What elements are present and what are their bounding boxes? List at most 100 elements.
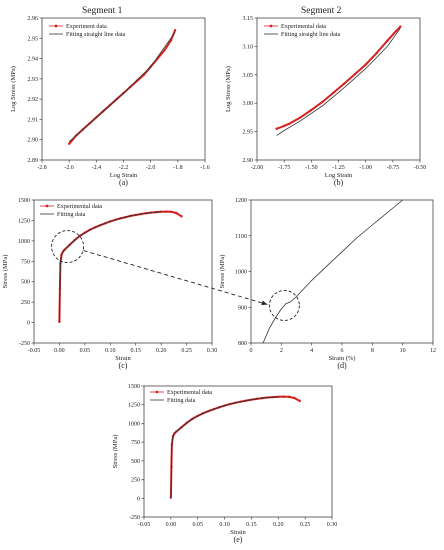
y-axis-label: Log Stress (MPa) [225,66,232,112]
x-tick-label: 8 [371,348,374,354]
plot-frame-d [250,199,434,344]
data-point [331,91,335,95]
series-line-fit [276,27,401,136]
x-tick-label: 0.20 [273,522,284,528]
x-tick-label: -2.8 [37,165,47,171]
data-point [159,210,163,213]
x-tick-label: -1.6 [200,165,210,171]
y-tick-label: 3.15 [243,16,254,22]
y-tick-label: 750 [131,440,140,446]
data-point [67,142,71,145]
legend-label-fit: Fitting straight line data [281,31,341,38]
plot-frame-e [143,385,333,518]
plot-frame-a [41,17,206,161]
series-line-fit [59,211,162,323]
legend-label-fit: Fitting data [57,211,86,218]
data-point [298,399,301,403]
x-tick-label: 6 [341,348,344,354]
legend-label-experiment: Experimental data [167,389,212,396]
data-point [163,49,166,52]
x-tick-label: -2.6 [64,165,74,171]
data-point [169,39,173,42]
y-tick-label: 3.10 [243,44,254,50]
x-tick-label: 0.10 [219,522,230,528]
data-point [386,39,389,42]
x-axis-label: Strain [115,355,131,362]
x-tick-label: 0.25 [300,522,311,528]
x-tick-label: 0.25 [181,348,192,354]
x-tick-label: 0.00 [54,348,65,354]
y-tick-label: 1200 [235,198,247,204]
legend-label-fit: Fitting straight line data [66,31,126,38]
y-tick-label: 2.91 [28,117,39,123]
data-point [287,395,291,399]
x-axis-label: Strain (%) [329,355,356,362]
legend-marker-experiment [45,204,49,208]
x-tick-label: -2.00 [251,165,264,171]
zoom-annotation [51,230,300,321]
y-tick-label: 500 [131,459,140,465]
y-tick-label: 900 [238,305,247,311]
y-tick-label: 2.92 [28,97,39,103]
x-axis-label: Strain [230,529,246,536]
data-point [175,211,178,215]
series-line-experiment [276,25,402,130]
data-point [165,210,168,213]
series-line-experiment [58,210,183,322]
series-line-fit [68,31,176,142]
chart-a: -2.8 -2.6 -2.4 -2.2 -2.0 -1.8 -1.6 2.89 2.90 2.91… [10,16,210,187]
y-tick-label: 2.96 [28,16,39,22]
x-tick-label: 0.05 [192,522,203,528]
y-tick-label: 2.90 [28,138,39,144]
segment-1-title: Segment 1 [82,6,123,16]
data-point [180,215,183,218]
x-tick-label: 0.30 [207,348,218,354]
series-line-experiment [169,395,301,498]
data-point [364,63,367,66]
x-tick-label: 0.00 [166,522,177,528]
y-tick-label: 0 [137,496,140,502]
y-tick-label: 2.94 [28,57,39,63]
segment-2-title: Segment 2 [301,6,342,16]
panel-caption: (c) [119,361,128,370]
zoom-arrow-line [83,250,268,305]
x-tick-label: -1.8 [173,165,183,171]
data-point [173,28,177,32]
y-tick-label: 1000 [18,239,30,245]
x-tick-label: -0.75 [387,165,400,171]
y-tick-label: 1100 [235,234,247,240]
chart-d: 0 2 4 6 8 10 12 800 900 1000 1100 1200 Strain (%) Str… [219,198,436,370]
y-axis-label: Stress (MPa) [219,255,226,289]
panel-caption: (b) [334,178,344,187]
data-point [275,127,278,130]
x-tick-label: -2.0 [146,165,156,171]
chart-c: -0.05 0.00 0.05 0.10 0.15 0.20 0.25 0.30 -250 0 25… [2,198,217,370]
y-tick-label: 2.95 [243,130,254,136]
x-tick-label: 4 [310,348,313,354]
plot-frame-c [33,199,213,344]
x-tick-label: 0 [250,348,253,354]
x-tick-label: 0.15 [246,522,257,528]
y-tick-label: 2.95 [28,36,39,42]
data-point [282,395,285,398]
x-tick-label: -1.25 [332,165,345,171]
legend-label-experiment: Experimental data [281,23,326,30]
series-line-fit [170,396,279,499]
y-tick-label: -250 [19,341,30,347]
x-tick-label: 0.15 [130,348,141,354]
chart-b: -2.00 -1.75 -1.50 -1.25 -1.00 -0.75 -0.50 2.90 2… [225,16,426,187]
x-tick-label: -0.05 [28,348,41,354]
y-tick-label: 3.00 [243,101,254,107]
zoom-circle-target [268,290,300,321]
x-axis-label: Log Strain [325,172,353,179]
y-tick-label: 500 [21,280,30,286]
legend-marker-experiment [155,390,159,394]
x-tick-label: -1.50 [305,165,318,171]
y-axis-label: Log Stress (MPa) [10,66,17,112]
data-point [394,29,398,33]
legend-label-experiment: Experiment data [66,23,107,30]
